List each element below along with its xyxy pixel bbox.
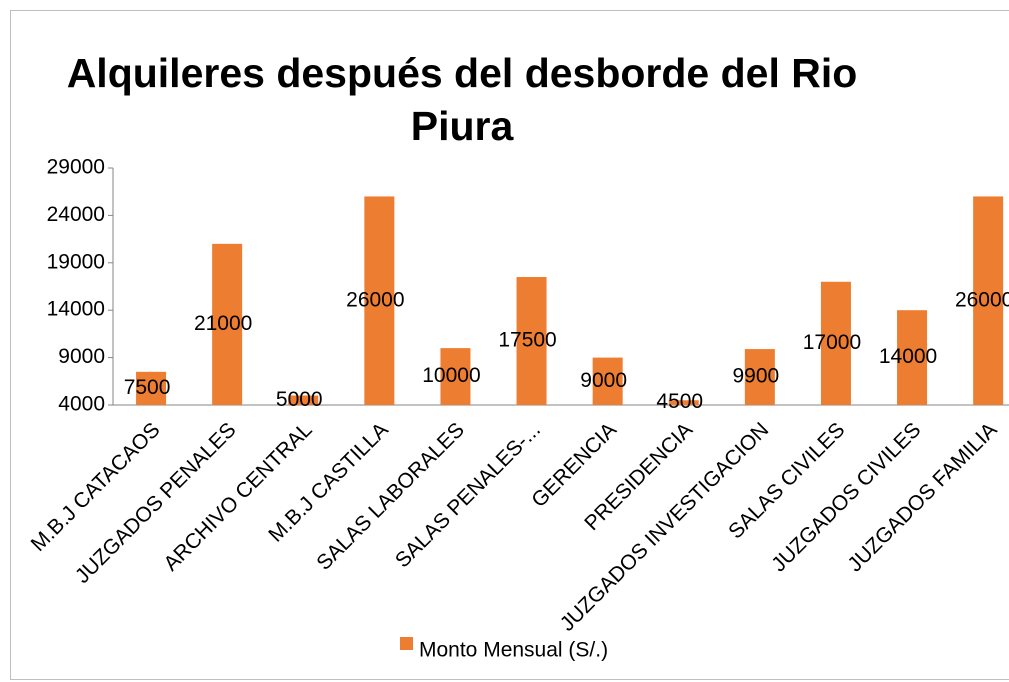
- legend-swatch: [400, 637, 413, 650]
- y-tick-label: 4000: [58, 393, 105, 416]
- data-label: 7500: [124, 376, 171, 399]
- bar: [668, 400, 699, 405]
- data-label: 9900: [732, 365, 779, 388]
- data-label: 14000: [879, 345, 937, 368]
- data-label: 21000: [194, 312, 252, 335]
- bar: [897, 310, 928, 405]
- y-tick-label: 29000: [47, 156, 105, 179]
- bar: [592, 357, 623, 405]
- bar: [516, 277, 547, 405]
- data-label: 26000: [955, 288, 1009, 311]
- bar: [212, 243, 243, 405]
- data-label: 17000: [803, 331, 861, 354]
- bar: [820, 281, 851, 405]
- bar: [440, 348, 471, 405]
- data-label: 4500: [656, 390, 703, 413]
- legend-label: Monto Mensual (S/.): [419, 639, 608, 662]
- bar: [364, 196, 395, 405]
- chart-title: Alquileres después del desborde del Rio: [67, 50, 858, 96]
- bar: [288, 395, 319, 405]
- data-label: 9000: [580, 369, 627, 392]
- y-tick-label: 9000: [58, 345, 105, 368]
- bar: [744, 349, 775, 405]
- data-label: 5000: [276, 388, 323, 411]
- bar: [136, 371, 167, 405]
- y-tick-label: 19000: [47, 250, 105, 273]
- data-label: 26000: [346, 288, 404, 311]
- y-tick-label: 24000: [47, 203, 105, 226]
- data-label: 10000: [422, 364, 480, 387]
- bar: [973, 196, 1004, 405]
- data-label: 17500: [498, 329, 556, 352]
- y-tick-label: 14000: [47, 298, 105, 321]
- chart-title: Piura: [411, 103, 515, 149]
